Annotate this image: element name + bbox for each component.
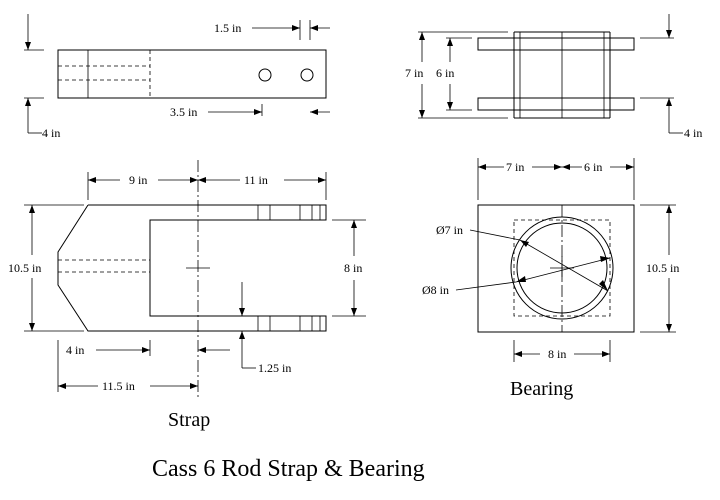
dim-bearing-bottom: 8 in [548, 347, 566, 361]
dim-strap-overall-left: 11.5 in [102, 379, 135, 393]
dim-top-strap-hole-spacing: 1.5 in [214, 21, 241, 35]
strap-hole-2 [300, 68, 314, 82]
bearing-label: Bearing [510, 378, 573, 400]
top-bearing-view: 7 in 6 in 4 in [405, 14, 702, 140]
dim-bearing-bore-large: Ø8 in [422, 283, 449, 297]
dim-bearing-right: 6 in [584, 160, 602, 174]
dim-strap-right-width: 11 in [244, 173, 268, 187]
top-strap-view: 1.5 in 4 in 3.5 in [24, 14, 330, 140]
dim-strap-slot-offset: 1.25 in [258, 361, 291, 375]
dim-top-strap-hole-offset: 3.5 in [170, 105, 197, 119]
dim-strap-taper: 4 in [66, 343, 84, 357]
dim-strap-left-width: 9 in [129, 173, 147, 187]
strap-label: Strap [168, 409, 210, 431]
dim-bearing-height: 10.5 in [646, 261, 679, 275]
strap-front-view: 9 in 11 in 10.5 in 8 in 4 in [8, 160, 366, 431]
dim-top-bearing-inner: 6 in [436, 66, 454, 80]
drawing-title: Cass 6 Rod Strap & Bearing [152, 456, 425, 482]
dim-bearing-left: 7 in [506, 160, 524, 174]
dim-top-bearing-outer: 7 in [405, 66, 423, 80]
dim-strap-slot-height: 8 in [344, 261, 362, 275]
bearing-front-view: Ø7 in Ø8 in 7 in 6 in 10.5 in 8 in Beari… [422, 158, 679, 400]
dim-top-strap-height: 4 in [42, 126, 60, 140]
dim-top-bearing-height: 4 in [684, 126, 702, 140]
strap-hole-1 [258, 68, 272, 82]
dim-strap-height: 10.5 in [8, 261, 41, 275]
dim-bearing-bore-small: Ø7 in [436, 223, 463, 237]
